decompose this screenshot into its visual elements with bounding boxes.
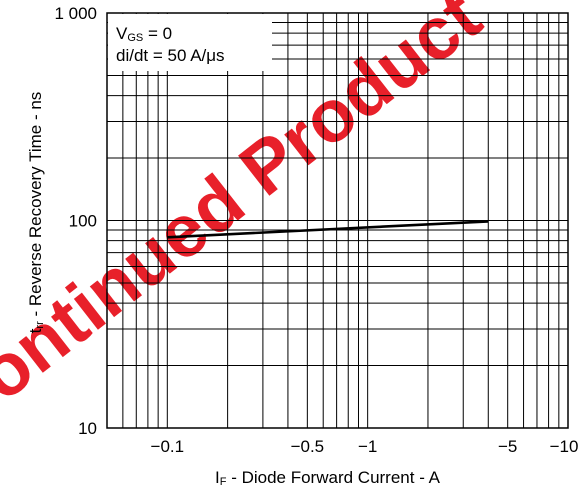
x-tick-label: −0.5 bbox=[291, 437, 325, 456]
y-tick-label: 10 bbox=[78, 419, 97, 438]
y-tick-labels: 10 100 1 000 bbox=[54, 4, 97, 438]
annotation-text: VGS = 0 bbox=[116, 24, 172, 44]
grid bbox=[106, 12, 569, 429]
y-axis-label: trr - Reverse Recovery Time - ns bbox=[26, 92, 46, 334]
x-tick-labels: −0.1 −0.5 −1 −5 −10 bbox=[151, 437, 579, 456]
annotations: VGS = 0 di/dt = 50 A/μs bbox=[116, 24, 225, 65]
x-axis-label: IF - Diode Forward Current - A bbox=[215, 468, 441, 488]
series-line bbox=[167, 220, 489, 239]
annotation-box bbox=[108, 14, 272, 71]
x-tick-label: −1 bbox=[358, 437, 377, 456]
x-tick-label: −0.1 bbox=[151, 437, 185, 456]
series-layer bbox=[167, 220, 489, 239]
plot-frame bbox=[106, 12, 569, 429]
y-tick-label: 1 000 bbox=[54, 4, 97, 23]
annotation-text: di/dt = 50 A/μs bbox=[116, 46, 225, 65]
x-tick-label: −10 bbox=[550, 437, 579, 456]
watermark: Discontinued Product bbox=[0, 0, 496, 491]
x-tick-label: −5 bbox=[498, 437, 517, 456]
y-tick-label: 100 bbox=[69, 212, 97, 231]
